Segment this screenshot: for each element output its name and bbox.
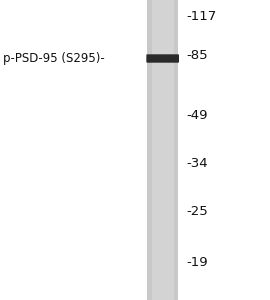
Text: -19: -19 bbox=[186, 256, 208, 269]
FancyBboxPatch shape bbox=[146, 54, 179, 63]
Text: -117: -117 bbox=[186, 10, 217, 23]
Text: -34: -34 bbox=[186, 157, 208, 170]
Text: -49: -49 bbox=[186, 109, 208, 122]
Text: p-PSD-95 (S295)-: p-PSD-95 (S295)- bbox=[3, 52, 104, 65]
Text: -85: -85 bbox=[186, 49, 208, 62]
Text: -25: -25 bbox=[186, 205, 208, 218]
Bar bbox=[152, 0, 174, 300]
Bar bbox=[147, 0, 178, 300]
